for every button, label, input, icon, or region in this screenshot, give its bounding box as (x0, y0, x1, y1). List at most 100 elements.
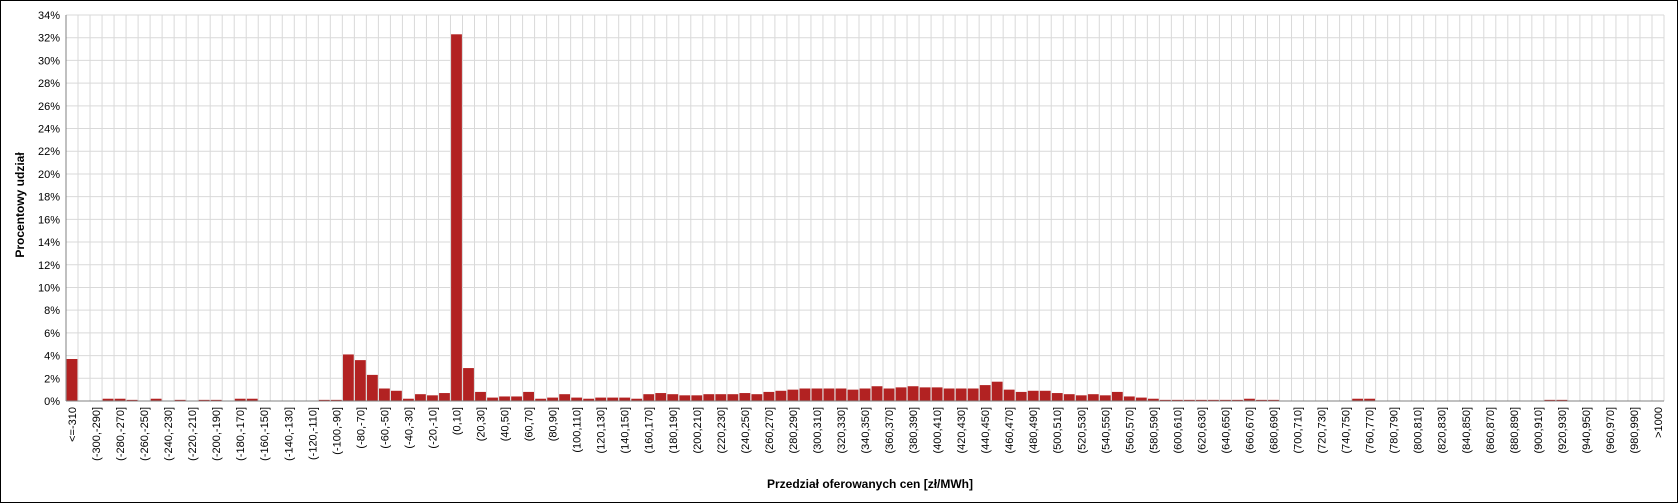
x-tick-label: (-180,-170] (235, 407, 247, 461)
y-tick-label: 16% (38, 214, 60, 226)
x-tick-label: (180,190] (668, 407, 680, 453)
bar (847, 389, 859, 401)
bar (366, 374, 378, 401)
x-tick-label: (320,330] (836, 407, 848, 453)
x-tick-label: (380,390] (908, 407, 920, 453)
bar (1268, 399, 1279, 401)
gridlines (65, 14, 1665, 402)
bar (919, 387, 931, 401)
bar (354, 360, 366, 401)
y-tick-label: 28% (38, 78, 60, 90)
bar (1075, 395, 1087, 401)
bar (1232, 399, 1243, 401)
x-tick-label: (880,890] (1509, 407, 1521, 453)
bar (535, 398, 547, 401)
y-tick-label: 4% (44, 351, 60, 363)
x-tick-label: <=-310 (67, 407, 79, 442)
y-tick-label: 30% (38, 55, 60, 67)
bar (475, 391, 486, 401)
bar (991, 381, 1003, 401)
x-tick-label: (900,910] (1533, 407, 1545, 453)
y-tick-label: 6% (44, 328, 60, 340)
y-tick-label: 20% (38, 169, 60, 181)
bar (835, 388, 847, 401)
bar (595, 397, 607, 401)
bar (1544, 399, 1556, 401)
x-tick-label: (-160,-150] (259, 407, 271, 461)
y-tick-label: 18% (38, 192, 60, 204)
bar (1051, 393, 1063, 401)
bar (811, 388, 823, 401)
y-tick-label: 2% (44, 373, 60, 385)
bar (403, 398, 414, 401)
x-tick-label: (720,730] (1317, 407, 1329, 453)
x-tick-label: (-200,-190] (211, 407, 223, 461)
x-tick-label: (640,650] (1220, 407, 1232, 453)
bar (679, 395, 691, 401)
bar (102, 398, 114, 401)
bar (775, 390, 787, 401)
bar (487, 397, 498, 401)
bar (1063, 394, 1075, 401)
x-tick-label: (-100,-90] (331, 407, 343, 455)
x-tick-label: (-60,-50] (379, 407, 391, 449)
bar (174, 399, 186, 401)
bars (66, 34, 1568, 402)
x-tick-label: (-20,-10] (427, 407, 439, 449)
x-tick-label: (240,250] (740, 407, 752, 453)
y-tick-label: 26% (38, 101, 60, 113)
bar (523, 391, 534, 401)
bar (967, 388, 979, 401)
bar (931, 387, 943, 401)
y-tick-label: 14% (38, 237, 60, 249)
x-tick-label: (460,470] (1004, 407, 1016, 453)
x-tick-label: (80,90] (548, 407, 560, 441)
bar (391, 390, 402, 401)
x-tick-label: (340,350] (860, 407, 872, 453)
bar (859, 388, 871, 401)
x-tick-label: (660,670] (1244, 407, 1256, 453)
x-tick-label: (820,830] (1437, 407, 1449, 453)
x-tick-label: (780,790] (1389, 407, 1401, 453)
x-tick-label: (860,870] (1485, 407, 1497, 453)
x-tick-label: (-260,-250] (139, 407, 151, 461)
x-tick-label: (-40,-30] (403, 407, 415, 449)
bar (1159, 399, 1171, 401)
x-tick-label: (0,10] (451, 407, 463, 435)
bar (150, 398, 162, 401)
bar (1087, 394, 1099, 401)
bar (1003, 389, 1015, 401)
bar (631, 398, 643, 401)
x-tick-label: (420,430] (956, 407, 968, 453)
x-tick-label: (760,770] (1365, 407, 1377, 453)
bar (1208, 399, 1219, 401)
x-tick-label: (480,490] (1028, 407, 1040, 453)
bar (703, 394, 715, 401)
bar (1135, 397, 1147, 401)
bar (1256, 399, 1267, 401)
y-tick-label: 0% (44, 396, 60, 408)
bar (571, 397, 583, 401)
x-tick-label: (40,50] (500, 407, 512, 441)
y-tick-label: 22% (38, 146, 60, 158)
bar (1171, 399, 1183, 401)
y-tick-label: 10% (38, 282, 60, 294)
bar (198, 399, 210, 401)
y-tick-labels: 0% 2% 4% 6% 8% 10% 12% 14% 16% 18% 20% 22% 24% 26% 28%… (38, 10, 60, 408)
bar (667, 394, 679, 401)
bar (463, 368, 474, 401)
x-tick-label: (160,170] (644, 407, 656, 453)
y-tick-label: 12% (38, 260, 60, 272)
bar (318, 399, 330, 401)
x-tick-label: (60,70] (524, 407, 536, 441)
bar (619, 397, 631, 401)
y-tick-label: 24% (38, 124, 60, 136)
bar (691, 395, 703, 401)
x-tick-label: (140,150] (620, 407, 632, 453)
bar (1015, 391, 1027, 401)
x-tick-label: (-300,-290] (91, 407, 103, 461)
x-tick-label: >1000 (1653, 407, 1665, 438)
x-tick-label: (-120,-110] (307, 407, 319, 460)
bar (499, 396, 510, 401)
bar (415, 394, 426, 401)
